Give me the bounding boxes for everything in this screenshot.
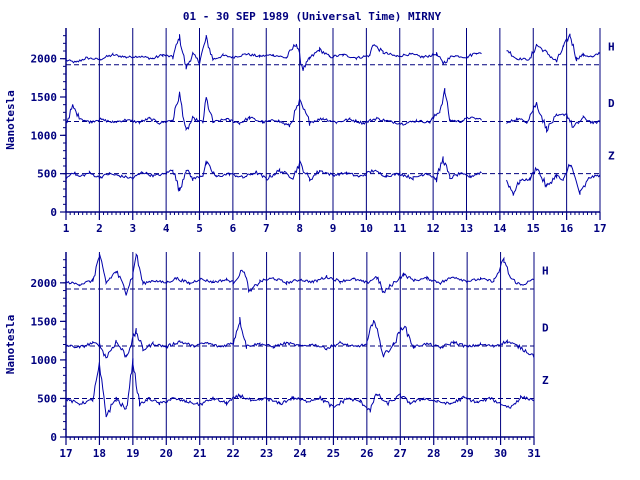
trace-d — [65, 316, 535, 359]
x-tick-label: 28 — [427, 447, 440, 460]
x-tick-label: 7 — [263, 222, 270, 235]
y-tick-label: 0 — [50, 206, 57, 219]
series-label-z: Z — [542, 374, 549, 387]
x-tick-label: 30 — [494, 447, 507, 460]
x-tick-label: 17 — [59, 447, 72, 460]
x-tick-label: 17 — [593, 222, 606, 235]
series-label-h: H — [542, 265, 549, 278]
series-label-h: H — [608, 40, 615, 53]
y-tick-label: 1500 — [31, 315, 58, 328]
x-tick-label: 24 — [293, 447, 307, 460]
trace-z — [65, 156, 601, 196]
series-label-d: D — [542, 322, 549, 335]
x-tick-label: 19 — [126, 447, 139, 460]
x-tick-label: 26 — [360, 447, 374, 460]
y-tick-label: 2000 — [31, 53, 58, 66]
y-axis-label: Nanotesla — [4, 315, 17, 375]
x-tick-label: 20 — [160, 447, 173, 460]
x-tick-label: 4 — [163, 222, 170, 235]
trace-h — [65, 33, 601, 72]
x-tick-label: 15 — [527, 222, 540, 235]
x-tick-label: 22 — [227, 447, 240, 460]
x-tick-label: 2 — [96, 222, 103, 235]
chart-panel-2: 0 500 1000 1500 2000 Nanotesla 17 18 19 20 21 22 23 2… — [4, 252, 549, 460]
x-tick-label: 11 — [393, 222, 407, 235]
x-tick-label: 18 — [93, 447, 106, 460]
x-tick-label: 27 — [394, 447, 407, 460]
x-tick-label: 1 — [63, 222, 70, 235]
y-tick-label: 2000 — [31, 277, 58, 290]
y-tick-label: 0 — [50, 431, 57, 444]
x-tick-label: 12 — [427, 222, 440, 235]
x-tick-label: 13 — [460, 222, 473, 235]
x-tick-label: 25 — [327, 447, 340, 460]
trace-d — [65, 88, 601, 134]
x-tick-label: 21 — [193, 447, 207, 460]
y-tick-label: 1000 — [31, 129, 58, 142]
x-tick-label: 29 — [461, 447, 474, 460]
chart-title: 01 - 30 SEP 1989 (Universal Time) MIRNY — [183, 10, 442, 23]
x-tick-label: 14 — [493, 222, 507, 235]
series-label-d: D — [608, 97, 615, 110]
y-tick-label: 1500 — [31, 91, 58, 104]
x-tick-label: 3 — [129, 222, 136, 235]
x-tick-label: 5 — [196, 222, 203, 235]
x-tick-label: 6 — [230, 222, 237, 235]
y-tick-label: 500 — [37, 392, 57, 405]
series-label-z: Z — [608, 149, 615, 162]
x-tick-label: 16 — [560, 222, 574, 235]
x-tick-label: 10 — [360, 222, 373, 235]
y-tick-label: 1000 — [31, 354, 58, 367]
x-tick-label: 23 — [260, 447, 273, 460]
y-axis-label: Nanotesla — [4, 90, 17, 150]
x-tick-label: 9 — [330, 222, 337, 235]
trace-z — [65, 358, 535, 418]
trace-h — [65, 253, 535, 296]
x-tick-label: 31 — [527, 447, 541, 460]
y-tick-label: 500 — [37, 168, 57, 181]
x-tick-label: 8 — [296, 222, 303, 235]
